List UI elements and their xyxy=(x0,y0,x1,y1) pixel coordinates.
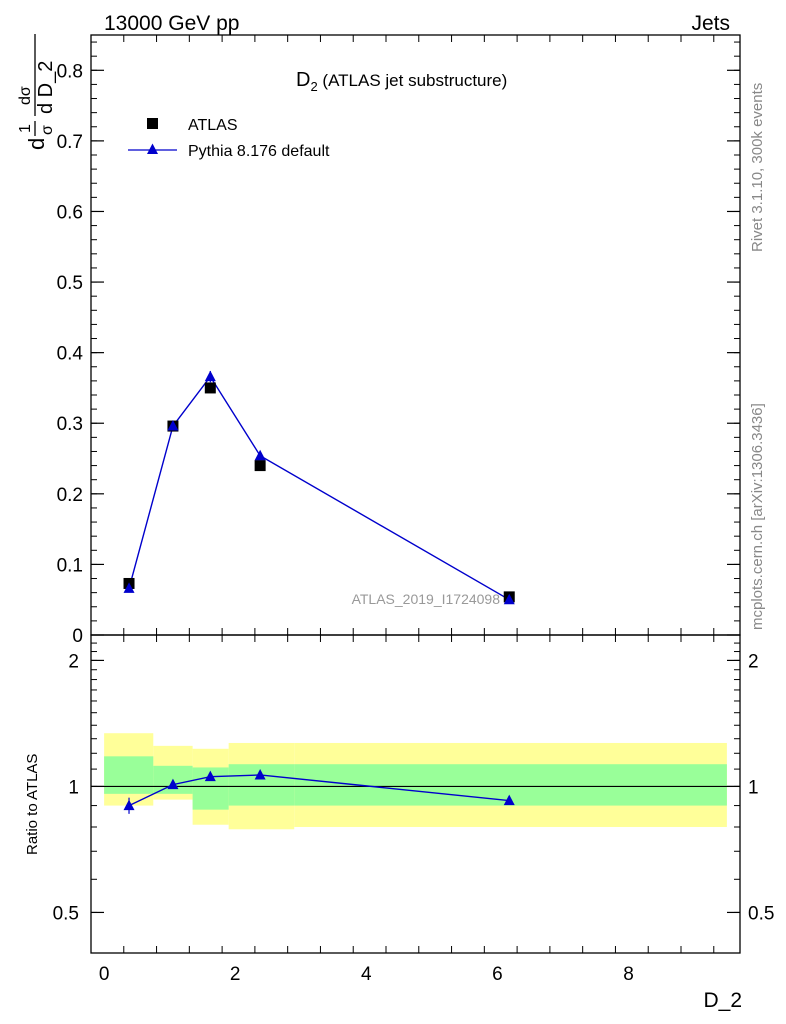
main-axis-ticks xyxy=(90,35,740,636)
ratio-frame xyxy=(90,634,741,954)
main-y-tick-label: 0.2 xyxy=(57,485,83,506)
ratio-pythia-point xyxy=(254,768,266,780)
main-y-tick-labels: 0 0.1 0.2 0.3 0.4 0.5 0.6 0.7 0.8 xyxy=(57,61,84,647)
main-y-tick-label: 0.4 xyxy=(57,344,84,365)
legend-atlas-label: ATLAS xyxy=(188,117,238,134)
ratio-y-tick-label: 0.5 xyxy=(53,903,79,924)
x-axis-label: D_2 xyxy=(703,989,742,1012)
x-tick-label: 6 xyxy=(492,964,503,985)
pythia-point xyxy=(254,449,266,461)
main-y-tick-label: 0.7 xyxy=(57,132,83,153)
main-y-tick-label: 0.8 xyxy=(57,61,83,82)
ratio-pythia-point xyxy=(123,799,135,811)
ratio-pythia-point xyxy=(167,778,179,790)
ratio-y-tick-label-right: 0.5 xyxy=(748,903,774,924)
ylabel-dD2: d D_2 xyxy=(35,61,57,114)
process-label: Jets xyxy=(691,12,730,35)
legend: ATLAS Pythia 8.176 default xyxy=(128,117,330,160)
main-y-tick-label: 0.6 xyxy=(57,202,83,223)
ratio-inner-band xyxy=(104,756,154,794)
title-sub: 2 xyxy=(310,79,317,94)
x-tick-label: 8 xyxy=(623,964,634,985)
ratio-y-tick-label-right: 1 xyxy=(748,777,759,798)
plot-title: D2 (ATLAS jet substructure) xyxy=(296,69,507,94)
ylabel-d: d xyxy=(24,138,49,150)
ratio-pythia-point xyxy=(503,794,515,806)
main-y-tick-label: 0.5 xyxy=(57,273,83,294)
title-rest: (ATLAS jet substructure) xyxy=(318,71,508,90)
x-tick-label: 4 xyxy=(361,964,372,985)
pythia-line xyxy=(128,375,510,601)
ratio-y-axis-label: Ratio to ATLAS xyxy=(24,754,41,855)
x-tick-labels: 0 2 4 6 8 xyxy=(99,964,634,985)
title-main: D xyxy=(296,69,310,91)
atlas-point xyxy=(254,460,266,472)
ylabel-dsigma: dσ xyxy=(17,86,34,105)
pythia-point xyxy=(204,370,216,382)
analysis-watermark: ATLAS_2019_I1724098 xyxy=(352,591,501,607)
ratio-y-tick-label-right: 2 xyxy=(748,651,759,672)
ratio-data-layer xyxy=(123,768,515,814)
main-y-tick-label: 0.3 xyxy=(57,414,83,435)
x-tick-label: 0 xyxy=(99,964,110,985)
main-y-axis-label: d 1 σ dσ d D_2 xyxy=(17,34,57,150)
ratio-pythia-point xyxy=(204,770,216,782)
main-data-layer xyxy=(123,370,515,605)
ratio-axis-ticks xyxy=(90,634,740,954)
legend-pythia-label: Pythia 8.176 default xyxy=(188,143,330,160)
x-tick-label: 2 xyxy=(230,964,241,985)
pythia-point xyxy=(123,582,135,593)
ratio-uncertainty-bands xyxy=(104,733,727,830)
rivet-version-label: Rivet 3.1.10, 300k events xyxy=(749,83,766,252)
legend-atlas-marker xyxy=(147,118,158,129)
energy-label: 13000 GeV pp xyxy=(104,12,239,35)
mcplots-label: mcplots.cern.ch [arXiv:1306.3436] xyxy=(749,403,766,630)
pythia-point xyxy=(167,420,179,431)
legend-pythia-marker xyxy=(147,143,158,154)
ylabel-sigma: σ xyxy=(39,125,56,135)
ratio-y-tick-label: 2 xyxy=(68,651,79,672)
main-panel: 0 0.1 0.2 0.3 0.4 0.5 0.6 0.7 0.8 D2 (ATLAS jet … xyxy=(17,34,741,647)
atlas-point xyxy=(204,382,216,394)
ylabel-one: 1 xyxy=(17,124,34,133)
ratio-y-tick-label: 1 xyxy=(68,777,79,798)
main-y-tick-label: 0.1 xyxy=(57,555,83,576)
ratio-inner-band xyxy=(228,764,295,806)
ratio-y-tick-labels-right: 0.5 1 2 xyxy=(748,651,774,924)
main-y-tick-label: 0 xyxy=(72,626,83,647)
pythia-point xyxy=(503,593,515,605)
ratio-panel: 0.5 1 2 0.5 1 2 0 2 4 6 8 Ratio to ATLAS D_2 xyxy=(24,634,774,1012)
ratio-y-tick-labels: 0.5 1 2 xyxy=(53,651,79,924)
